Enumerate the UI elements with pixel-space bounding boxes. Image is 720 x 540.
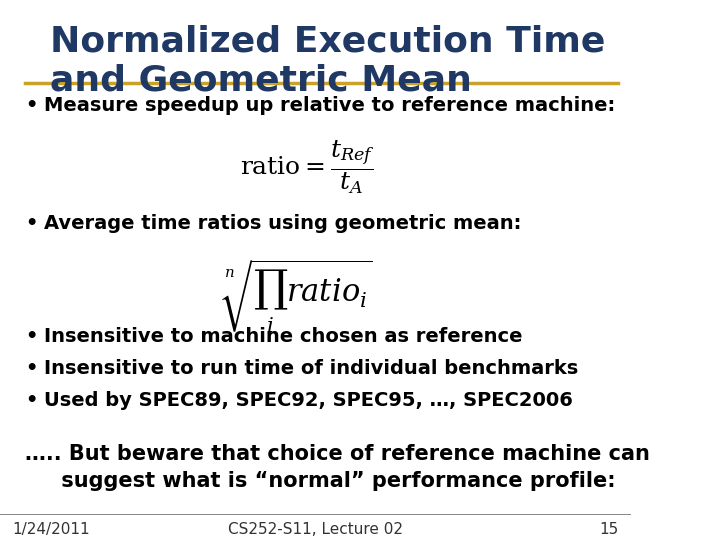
Text: Used by SPEC89, SPEC92, SPEC95, …, SPEC2006: Used by SPEC89, SPEC92, SPEC95, …, SPEC2…: [44, 391, 573, 410]
Text: •: •: [25, 391, 37, 410]
Text: Insensitive to machine chosen as reference: Insensitive to machine chosen as referen…: [44, 327, 523, 346]
Text: Normalized Execution Time
and Geometric Mean: Normalized Execution Time and Geometric …: [50, 24, 606, 98]
Text: ….. But beware that choice of reference machine can
     suggest what is “normal: ….. But beware that choice of reference …: [25, 444, 650, 491]
Text: •: •: [25, 214, 37, 233]
Text: Measure speedup up relative to reference machine:: Measure speedup up relative to reference…: [44, 96, 616, 116]
Text: $\mathrm{ratio} = \dfrac{t_{Ref}}{t_{A}}$: $\mathrm{ratio} = \dfrac{t_{Ref}}{t_{A}}…: [240, 139, 374, 197]
Text: Average time ratios using geometric mean:: Average time ratios using geometric mean…: [44, 214, 521, 233]
Text: •: •: [25, 359, 37, 377]
Text: $\sqrt[n]{\prod_{i} ratio_i}$: $\sqrt[n]{\prod_{i} ratio_i}$: [221, 257, 373, 335]
Text: •: •: [25, 96, 37, 116]
Text: 15: 15: [599, 522, 618, 537]
Text: 1/24/2011: 1/24/2011: [13, 522, 90, 537]
Text: CS252-S11, Lecture 02: CS252-S11, Lecture 02: [228, 522, 403, 537]
Text: Insensitive to run time of individual benchmarks: Insensitive to run time of individual be…: [44, 359, 578, 377]
Text: •: •: [25, 327, 37, 346]
